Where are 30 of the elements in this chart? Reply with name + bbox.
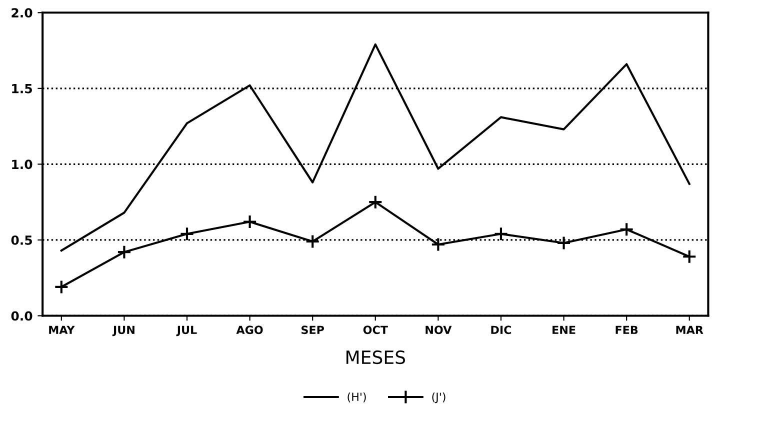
x-tick-label: MAY bbox=[49, 326, 75, 334]
x-tick-label: NOV bbox=[426, 326, 452, 334]
point bbox=[556, 236, 572, 250]
legend-label: (H') bbox=[348, 392, 366, 402]
point bbox=[54, 280, 69, 294]
point bbox=[305, 234, 320, 249]
x-tick-label: FEB bbox=[616, 326, 638, 334]
point bbox=[242, 214, 258, 230]
x-tick-label: ENE bbox=[552, 326, 576, 334]
x-axis-title: MESES bbox=[346, 350, 406, 364]
y-tick-label: 1.5 bbox=[12, 84, 32, 94]
y-tick-label: 0.5 bbox=[11, 235, 32, 245]
x-tick-label: JUL bbox=[176, 326, 197, 336]
point bbox=[116, 244, 132, 260]
point bbox=[180, 226, 194, 242]
point bbox=[494, 226, 508, 242]
point bbox=[619, 222, 634, 237]
x-tick-label: DIC bbox=[491, 326, 512, 334]
y-tick-label: 2.0 bbox=[12, 8, 32, 18]
point bbox=[430, 237, 446, 252]
x-tick-label: SEP bbox=[302, 326, 324, 334]
y-tick-label: 1.0 bbox=[12, 160, 32, 170]
x-tick-label: OCT bbox=[363, 326, 388, 334]
y-tick-label: 0.0 bbox=[11, 311, 32, 321]
x-tick-label: JUN bbox=[112, 326, 134, 336]
point bbox=[368, 194, 383, 210]
legend-label: (J') bbox=[432, 392, 446, 404]
x-tick-label: MAR bbox=[676, 326, 704, 334]
point bbox=[682, 249, 697, 264]
x-tick-label: AGO bbox=[236, 326, 263, 334]
